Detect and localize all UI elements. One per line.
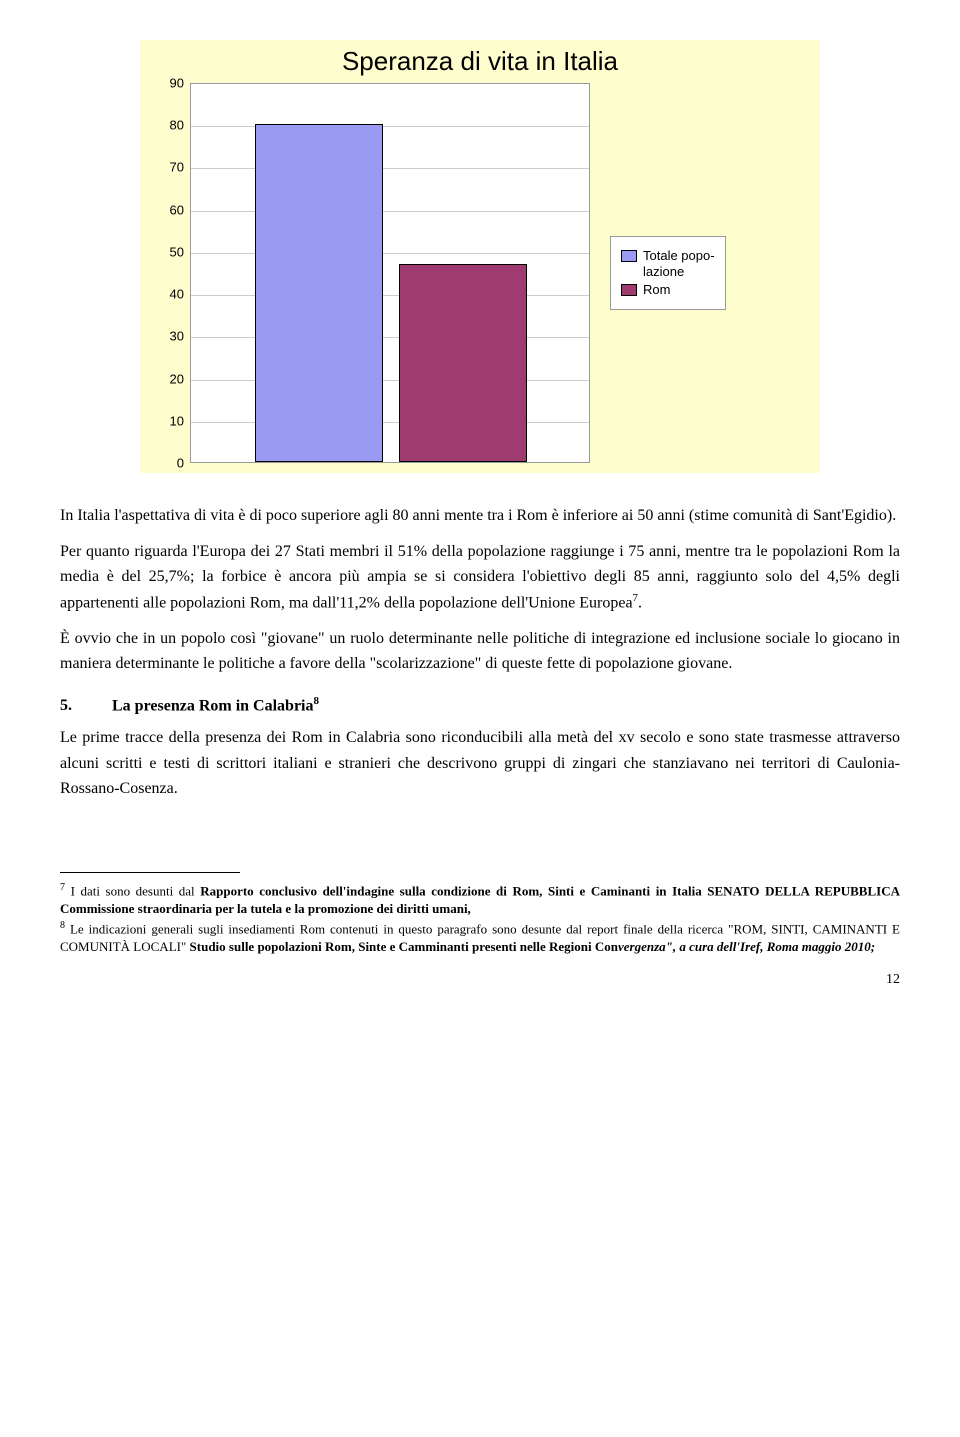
gridline	[191, 295, 589, 296]
text-bold-italic: vergenza", a cura dell'Iref, Roma maggio…	[618, 939, 875, 954]
legend-item: Totale popo- lazione	[621, 248, 715, 279]
text-bold: Studio sulle popolazioni Rom, Sinte e Ca…	[190, 939, 618, 954]
gridline	[191, 211, 589, 212]
chart-body: 0102030405060708090 Totale popo- lazione…	[150, 83, 810, 463]
chart-legend: Totale popo- lazione Rom	[610, 236, 726, 310]
legend-swatch	[621, 284, 637, 296]
gridline	[191, 253, 589, 254]
y-tick-label: 20	[150, 371, 184, 386]
y-tick-label: 70	[150, 160, 184, 175]
footnote-8: 8 Le indicazioni generali sugli insediam…	[60, 919, 900, 955]
paragraph: Per quanto riguarda l'Europa dei 27 Stat…	[60, 539, 900, 616]
section-title: La presenza Rom in Calabria	[112, 697, 313, 714]
y-tick-label: 50	[150, 244, 184, 259]
legend-swatch	[621, 250, 637, 262]
y-tick-label: 30	[150, 329, 184, 344]
section-5-heading: 5. La presenza Rom in Calabria8	[60, 695, 900, 715]
text: Le prime tracce della presenza dei Rom i…	[60, 729, 900, 797]
text: È ovvio che in un popolo così "giovane" …	[60, 630, 900, 673]
section-number: 5.	[60, 697, 108, 715]
paragraph: Le prime tracce della presenza dei Rom i…	[60, 725, 900, 802]
legend-item: Rom	[621, 282, 715, 298]
gridline	[191, 168, 589, 169]
y-tick-label: 10	[150, 413, 184, 428]
gridline	[191, 380, 589, 381]
chart-title: Speranza di vita in Italia	[150, 46, 810, 77]
bar	[255, 124, 383, 462]
gridline	[191, 422, 589, 423]
footnote-ref-8: 8	[313, 695, 319, 707]
y-tick-label: 90	[150, 76, 184, 91]
y-tick-label: 40	[150, 287, 184, 302]
y-tick-label: 60	[150, 202, 184, 217]
y-tick-label: 80	[150, 118, 184, 133]
chart-plot: 0102030405060708090	[150, 83, 590, 463]
text: .	[638, 594, 642, 611]
text: Per quanto riguarda l'Europa dei 27 Stat…	[60, 543, 900, 612]
y-tick-label: 0	[150, 456, 184, 471]
gridline	[191, 337, 589, 338]
plot-area	[190, 83, 590, 463]
paragraph: È ovvio che in un popolo così "giovane" …	[60, 626, 900, 677]
legend-label: Rom	[643, 282, 670, 298]
chart-container: Speranza di vita in Italia 0 10 20 30 40 50 60…	[140, 40, 820, 473]
legend-label: Totale popo- lazione	[643, 248, 715, 279]
gridline	[191, 126, 589, 127]
page-number: 12	[60, 972, 900, 988]
footnote-separator	[60, 872, 240, 873]
text: In Italia l'aspettativa di vita è di poc…	[60, 507, 896, 524]
paragraph: In Italia l'aspettativa di vita è di poc…	[60, 503, 900, 529]
footnote-7: 7 I dati sono desunti dal Rapporto concl…	[60, 881, 900, 917]
text: I dati sono desunti dal	[65, 883, 200, 898]
bar	[399, 264, 527, 462]
